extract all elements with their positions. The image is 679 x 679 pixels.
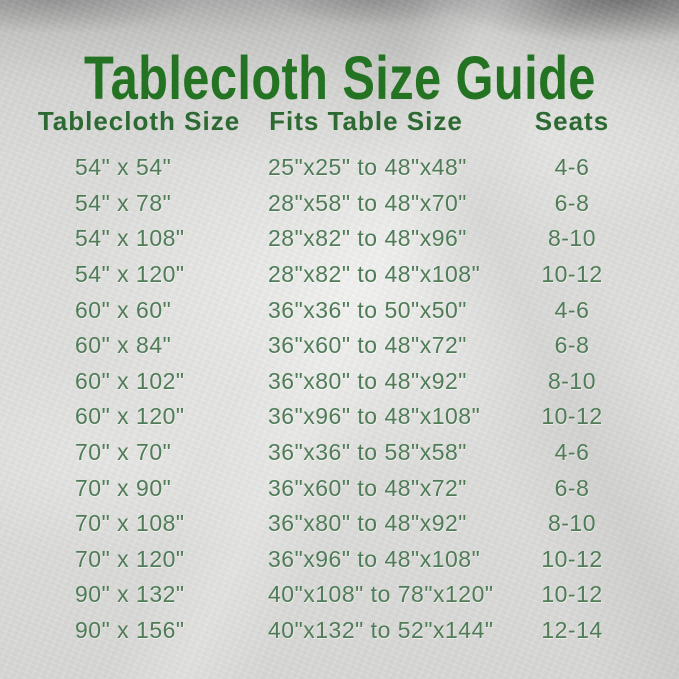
table-row: 60" x 102" 36"x80" to 48"x92" 8-10 (30, 364, 660, 400)
tablecloth-size-cell: 70" x 70" (75, 439, 172, 466)
fits-table-size-cell: 36"x80" to 48"x92" (268, 367, 467, 394)
tablecloth-size-cell: 54" x 78" (75, 189, 172, 216)
seats-cell: 10-12 (541, 581, 603, 608)
seats-cell: 8-10 (547, 367, 597, 394)
seats-cell: 4-6 (554, 439, 590, 466)
fits-table-size-cell: 36"x60" to 48"x72" (268, 332, 467, 359)
tablecloth-size-cell: 90" x 132" (75, 581, 185, 608)
column-header-fits-table-size: Fits Table Size (269, 105, 463, 136)
seats-cell: 6-8 (554, 332, 590, 359)
tablecloth-size-cell: 60" x 84" (75, 332, 172, 359)
tablecloth-size-cell: 70" x 120" (75, 545, 185, 572)
fits-table-size-cell: 28"x82" to 48"x96" (268, 225, 467, 252)
seats-cell: 10-12 (541, 403, 603, 430)
fits-table-size-cell: 36"x80" to 48"x92" (268, 510, 467, 537)
table-row: 90" x 156" 40"x132" to 52"x144" 12-14 (30, 613, 660, 649)
column-header-seats: Seats (534, 105, 610, 136)
table-row: 70" x 108" 36"x80" to 48"x92" 8-10 (30, 506, 660, 542)
fits-table-size-cell: 25"x25" to 48"x48" (268, 154, 467, 181)
tablecloth-size-cell: 54" x 108" (75, 225, 185, 252)
table-body: 54" x 54" 25"x25" to 48"x48" 4-6 54" x 78" 2… (30, 150, 660, 648)
table-row: 54" x 108" 28"x82" to 48"x96" 8-10 (30, 221, 660, 257)
seats-cell: 12-14 (541, 617, 603, 644)
tablecloth-size-cell: 70" x 90" (75, 474, 172, 501)
fits-table-size-cell: 36"x36" to 50"x50" (268, 296, 467, 323)
tablecloth-size-cell: 54" x 54" (75, 154, 172, 181)
table-row: 54" x 120" 28"x82" to 48"x108" 10-12 (30, 257, 660, 293)
table-row: 60" x 120" 36"x96" to 48"x108" 10-12 (30, 399, 660, 435)
seats-cell: 10-12 (541, 261, 603, 288)
tablecloth-size-cell: 70" x 108" (75, 510, 185, 537)
seats-cell: 8-10 (547, 510, 597, 537)
seats-cell: 4-6 (554, 296, 590, 323)
fits-table-size-cell: 40"x132" to 52"x144" (268, 617, 494, 644)
table-row: 90" x 132" 40"x108" to 78"x120" 10-12 (30, 577, 660, 613)
seats-cell: 6-8 (554, 474, 590, 501)
seats-cell: 10-12 (541, 545, 603, 572)
table-row: 70" x 120" 36"x96" to 48"x108" 10-12 (30, 542, 660, 578)
seats-cell: 6-8 (554, 189, 590, 216)
column-header-tablecloth-size: Tablecloth Size (37, 105, 241, 136)
page-title-text: Tablecloth Size Guide (83, 44, 596, 113)
fits-table-size-cell: 36"x36" to 58"x58" (268, 439, 467, 466)
tablecloth-size-cell: 60" x 102" (75, 367, 185, 394)
table-row: 70" x 90" 36"x60" to 48"x72" 6-8 (30, 470, 660, 506)
fits-table-size-cell: 28"x82" to 48"x108" (268, 261, 481, 288)
fits-table-size-cell: 36"x60" to 48"x72" (268, 474, 467, 501)
table-row: 70" x 70" 36"x36" to 58"x58" 4-6 (30, 435, 660, 471)
seats-cell: 8-10 (547, 225, 597, 252)
tablecloth-size-cell: 90" x 156" (75, 617, 185, 644)
fits-table-size-cell: 36"x96" to 48"x108" (268, 545, 481, 572)
fits-table-size-cell: 28"x58" to 48"x70" (268, 189, 467, 216)
table-row: 54" x 78" 28"x58" to 48"x70" 6-8 (30, 186, 660, 222)
seats-cell: 4-6 (554, 154, 590, 181)
tablecloth-size-cell: 60" x 60" (75, 296, 172, 323)
table-row: 60" x 60" 36"x36" to 50"x50" 4-6 (30, 292, 660, 328)
page-title: Tablecloth Size Guide (0, 41, 679, 115)
tablecloth-size-cell: 54" x 120" (75, 261, 185, 288)
table-header: Tablecloth Size Fits Table Size Seats (30, 100, 660, 142)
tablecloth-size-cell: 60" x 120" (75, 403, 185, 430)
table-row: 60" x 84" 36"x60" to 48"x72" 6-8 (30, 328, 660, 364)
table-row: 54" x 54" 25"x25" to 48"x48" 4-6 (30, 150, 660, 186)
fits-table-size-cell: 40"x108" to 78"x120" (268, 581, 494, 608)
fits-table-size-cell: 36"x96" to 48"x108" (268, 403, 481, 430)
